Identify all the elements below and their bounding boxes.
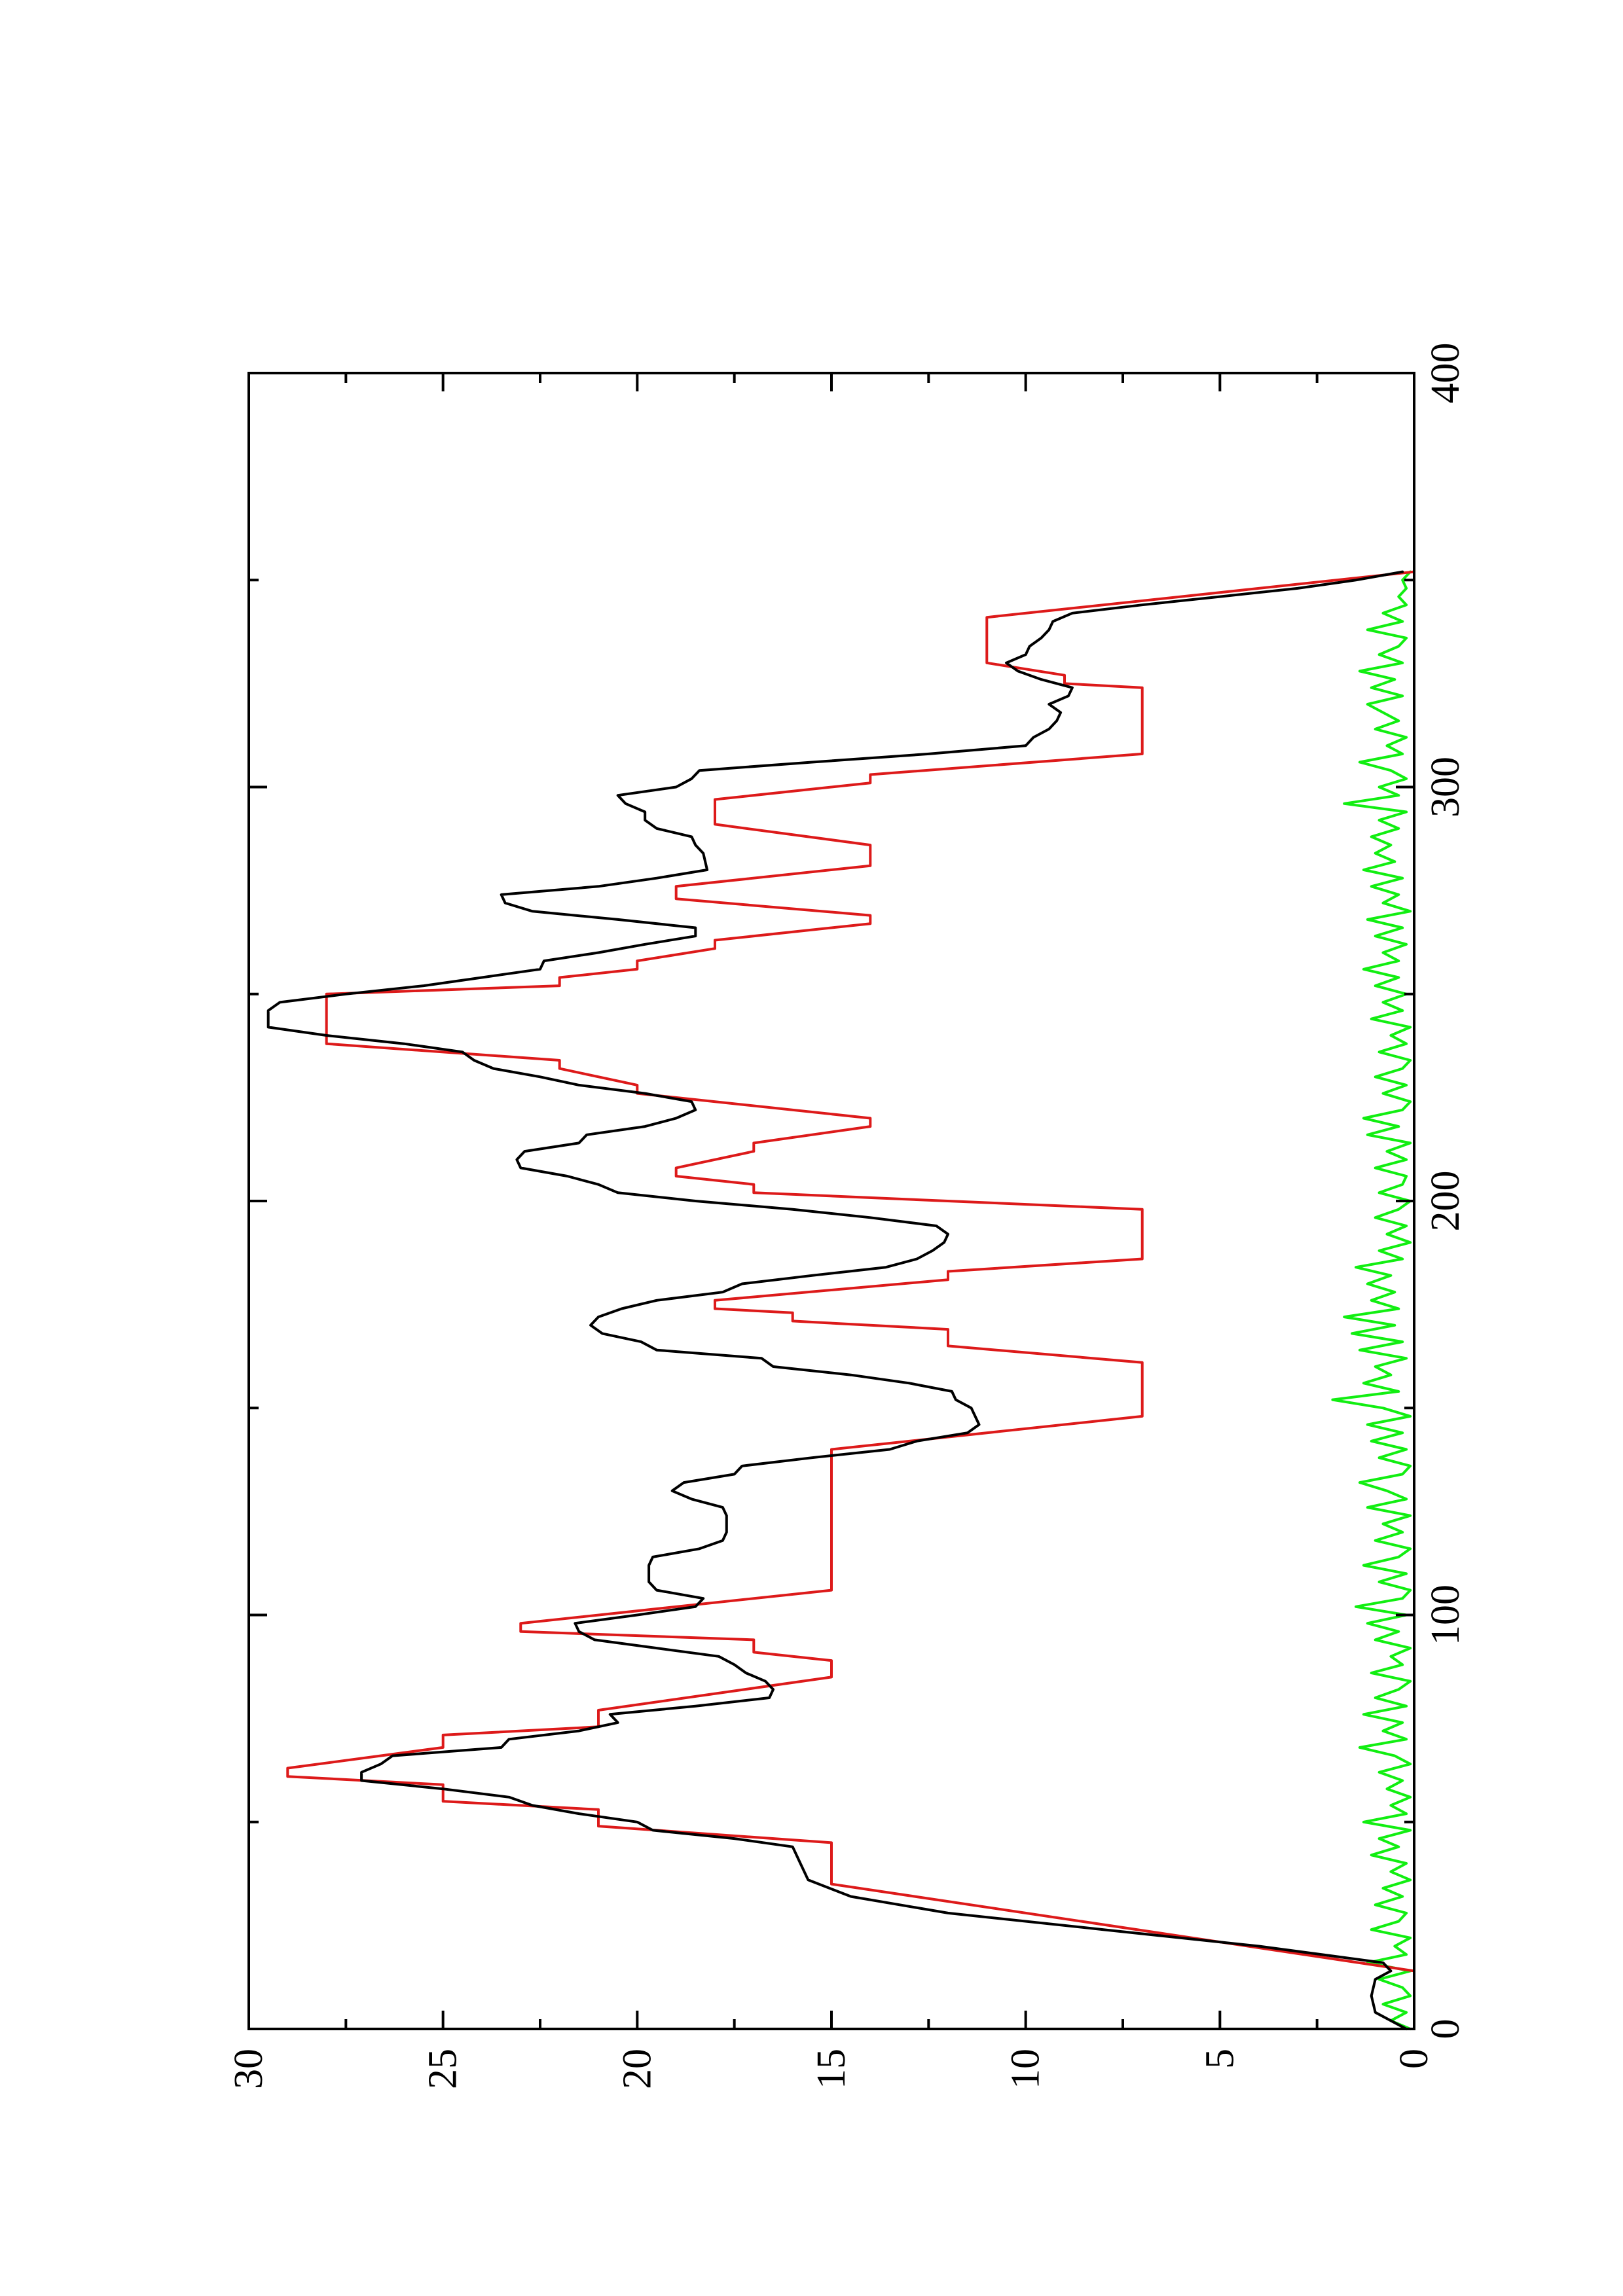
x-tick-label: 300: [1423, 757, 1468, 817]
y-tick-label: 0: [1392, 2049, 1436, 2069]
x-tick-label: 0: [1423, 2019, 1468, 2039]
series-line-2: [1331, 570, 1412, 2030]
x-tick-label: 100: [1423, 1585, 1468, 1645]
y-tick-label: 30: [227, 2049, 271, 2089]
tick-label-layer: 0 100 200 300 400 0 5 10 15 20 25 30: [227, 343, 1468, 2090]
x-tick-label: 400: [1423, 343, 1468, 404]
series-line-1: [286, 570, 1415, 2030]
y-tick-label: 10: [1004, 2049, 1048, 2089]
y-tick-label: 15: [809, 2049, 854, 2089]
series-line-0: [266, 570, 1408, 2030]
series-layer: [266, 570, 1415, 2030]
x-tick-label: 200: [1423, 1171, 1468, 1232]
y-tick-label: 5: [1197, 2049, 1242, 2069]
y-tick-label: 25: [421, 2049, 465, 2089]
y-tick-label: 20: [615, 2049, 659, 2089]
axis-layer: [247, 372, 1415, 2030]
